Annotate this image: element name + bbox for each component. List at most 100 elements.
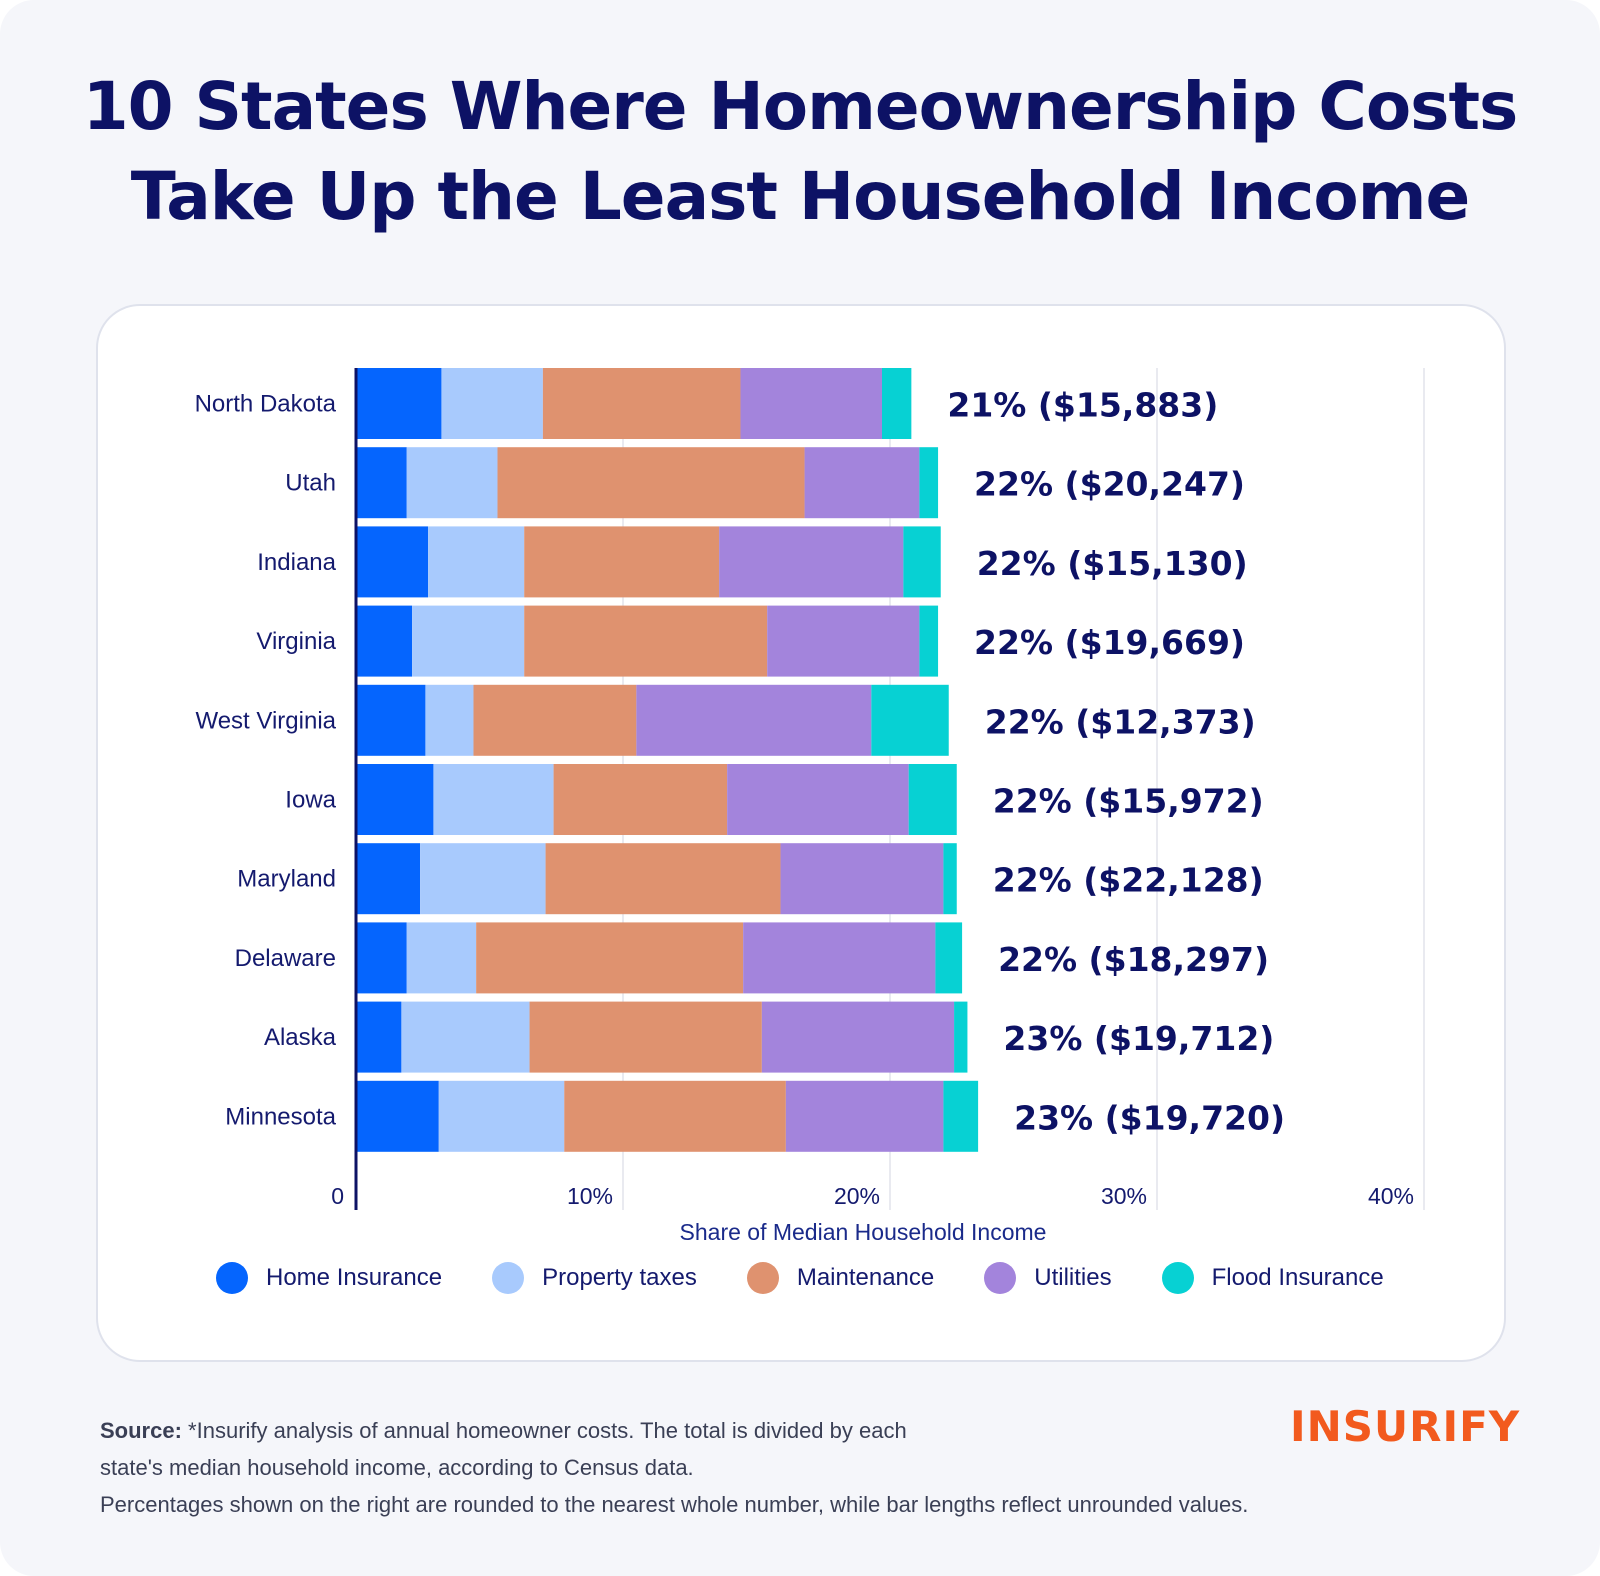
- bar-segment: [542, 368, 741, 439]
- bar-segment: [356, 922, 407, 994]
- bar-segment: [935, 922, 963, 994]
- legend-swatch: [216, 1262, 248, 1294]
- title-line-1: 10 States Where Homeownership Costs: [82, 68, 1519, 145]
- legend-swatch: [984, 1262, 1017, 1294]
- x-tick-label: 10%: [567, 1183, 613, 1209]
- bar-segment: [356, 605, 413, 677]
- total-data-label: 22% ($18,297): [998, 940, 1269, 979]
- total-data-label: 22% ($22,128): [993, 861, 1264, 900]
- x-tick-label: 20%: [834, 1183, 880, 1209]
- category-label: Alaska: [264, 1024, 337, 1051]
- bar-segment: [476, 922, 744, 994]
- total-data-label: 22% ($20,247): [974, 465, 1245, 504]
- bar-segment: [433, 764, 554, 835]
- page-title: 10 States Where Homeownership Costs Take…: [60, 62, 1540, 242]
- category-label: Delaware: [235, 945, 336, 972]
- bar-segment: [529, 1001, 762, 1073]
- total-data-label: 22% ($12,373): [985, 702, 1256, 741]
- bar-segment: [420, 843, 546, 915]
- bar-segment: [804, 447, 920, 519]
- bar-segment: [871, 684, 949, 756]
- bar-segment: [425, 684, 474, 756]
- category-label: Utah: [285, 470, 336, 497]
- total-data-label: 22% ($15,130): [977, 544, 1248, 583]
- legend-swatch: [1161, 1262, 1194, 1294]
- bar-segment: [356, 1001, 402, 1073]
- category-label: Iowa: [285, 787, 336, 814]
- legend-item: Flood Insurance: [1161, 1262, 1384, 1294]
- bar-segment: [903, 526, 941, 598]
- bar-segment: [524, 605, 768, 677]
- title-line-2: Take Up the Least Household Income: [130, 158, 1471, 235]
- legend-label: Utilities: [1034, 1264, 1112, 1291]
- bar-segment: [919, 605, 939, 677]
- legend-item: Home Insurance: [216, 1262, 442, 1294]
- bar-segment: [780, 843, 944, 915]
- source-line-1: *Insurify analysis of annual homeowner c…: [188, 1418, 907, 1443]
- bar-segment: [401, 1001, 530, 1073]
- source-line-3: Percentages shown on the right are round…: [100, 1492, 1249, 1517]
- legend-label: Flood Insurance: [1211, 1264, 1384, 1291]
- bar-segment: [767, 605, 920, 677]
- legend-item: Utilities: [984, 1262, 1112, 1294]
- bar-segment: [545, 843, 781, 915]
- bar-segment: [428, 526, 525, 598]
- bar-segment: [441, 368, 543, 439]
- bar-segment: [356, 368, 442, 439]
- bar-segment: [406, 447, 498, 519]
- source-line-2: state's median household income, accordi…: [100, 1455, 694, 1480]
- x-tick-label: 40%: [1368, 1183, 1414, 1209]
- legend-label: Property taxes: [542, 1264, 697, 1291]
- bar-segment: [473, 684, 637, 756]
- bar-segment: [406, 922, 477, 994]
- bar-segment: [954, 1001, 968, 1073]
- category-label: Minnesota: [225, 1103, 336, 1130]
- source-note: Source: *Insurify analysis of annual hom…: [100, 1412, 1500, 1523]
- legend-swatch: [746, 1262, 779, 1294]
- source-label: Source:: [100, 1418, 182, 1443]
- bar-segment: [356, 843, 421, 915]
- bar-segment: [356, 764, 434, 835]
- category-label: Maryland: [237, 866, 336, 893]
- bar-segment: [908, 764, 957, 835]
- total-data-label: 22% ($15,972): [993, 782, 1264, 821]
- category-label: Indiana: [257, 549, 336, 576]
- bar-segment: [719, 526, 904, 598]
- total-data-label: 23% ($19,720): [1014, 1098, 1285, 1137]
- bar-segment: [356, 526, 429, 598]
- bar-segment: [943, 843, 957, 915]
- category-label: West Virginia: [195, 707, 336, 734]
- bar-segment: [740, 368, 882, 439]
- chart-legend: Home Insurance Property taxes Maintenance U…: [216, 1262, 1384, 1294]
- bar-segment: [636, 684, 872, 756]
- bar-segment: [412, 605, 525, 677]
- category-label: Virginia: [256, 628, 336, 655]
- bar-segment: [524, 526, 720, 598]
- bar-segment: [497, 447, 805, 519]
- x-tick-label: 30%: [1101, 1183, 1147, 1209]
- bar-segment: [919, 447, 939, 519]
- bar-segment: [356, 684, 426, 756]
- bar-segment: [881, 368, 912, 439]
- bar-segment: [356, 447, 407, 519]
- bar-segment: [553, 764, 728, 835]
- total-data-label: 21% ($15,883): [947, 386, 1218, 425]
- insurify-logo: INSURIFY: [1290, 1402, 1521, 1451]
- bar-segment: [943, 1080, 979, 1152]
- bar-segment: [356, 1080, 439, 1152]
- bar-segment: [564, 1080, 786, 1152]
- category-label: North Dakota: [195, 391, 337, 418]
- total-data-label: 22% ($19,669): [974, 623, 1245, 662]
- bar-segment: [727, 764, 909, 835]
- legend-item: Maintenance: [746, 1262, 935, 1294]
- total-data-label: 23% ($19,712): [1003, 1019, 1274, 1058]
- bar-segment: [761, 1001, 955, 1073]
- bar-segment: [438, 1080, 565, 1152]
- legend-swatch: [492, 1262, 525, 1294]
- x-axis-title: Share of Median Household Income: [680, 1219, 1047, 1245]
- legend-label: Home Insurance: [266, 1264, 443, 1291]
- legend-label: Maintenance: [796, 1264, 935, 1291]
- legend-item: Property taxes: [492, 1262, 697, 1294]
